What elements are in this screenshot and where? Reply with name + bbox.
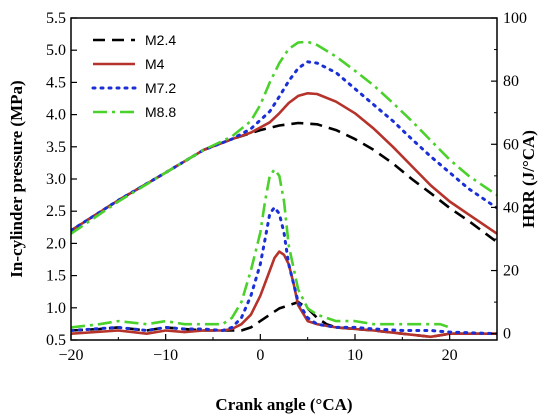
x-tick-label: 0 xyxy=(256,347,264,364)
y-left-tick-label: 3.5 xyxy=(46,139,66,156)
series-m8-8-pressure-line xyxy=(71,40,497,235)
legend-label-m4: M4 xyxy=(145,56,165,72)
x-tick-label: −10 xyxy=(153,347,178,364)
y-right-tick-label: 20 xyxy=(503,263,519,280)
y-right-tick-label: 40 xyxy=(503,199,519,216)
y-right-tick-label: 0 xyxy=(503,326,511,343)
y-left-tick-label: 5.5 xyxy=(46,10,66,27)
y-left-tick-label: 1.5 xyxy=(46,268,66,285)
x-tick-label: 10 xyxy=(347,347,363,364)
legend-label-m7-2: M7.2 xyxy=(145,80,176,96)
y-right-tick-label: 60 xyxy=(503,136,519,153)
series-layer xyxy=(71,40,497,339)
y-left-tick-label: 5.0 xyxy=(46,42,66,59)
ticks-layer: −20 −10 0 10 20 0.5 1.0 1.5 2.0 2.5 3.0 3.5 4.0 4.5 5.… xyxy=(46,10,527,364)
y-left-axis-title: In-cylinder pressure (MPa) xyxy=(7,80,26,277)
y-left-tick-label: 1.0 xyxy=(46,300,66,317)
x-tick-label: 20 xyxy=(442,347,458,364)
series-m7-2-hrr-line xyxy=(71,205,497,336)
legend: M2.4 M4 M7.2 M8.8 xyxy=(91,32,176,120)
series-m4-hrr-line xyxy=(71,250,497,339)
series-m7-2-pressure-line xyxy=(71,60,497,232)
y-left-tick-label: 4.0 xyxy=(46,107,66,124)
y-right-tick-label: 100 xyxy=(503,10,527,27)
y-right-tick-label: 80 xyxy=(503,73,519,90)
legend-label-m8-8: M8.8 xyxy=(145,104,176,120)
y-left-tick-label: 4.5 xyxy=(46,74,66,91)
series-m8-8-hrr-line xyxy=(71,168,451,329)
x-tick-label: −20 xyxy=(58,347,83,364)
y-left-tick-label: 0.5 xyxy=(46,332,66,349)
y-right-axis-title: HRR (J/°CA) xyxy=(519,130,538,228)
series-m2-4-pressure-line xyxy=(71,121,497,244)
y-left-tick-label: 2.5 xyxy=(46,203,66,220)
legend-label-m2-4: M2.4 xyxy=(145,32,176,48)
y-left-tick-label: 3.0 xyxy=(46,171,66,188)
y-left-tick-label: 2.0 xyxy=(46,235,66,252)
x-axis-title: Crank angle (°CA) xyxy=(215,395,352,414)
